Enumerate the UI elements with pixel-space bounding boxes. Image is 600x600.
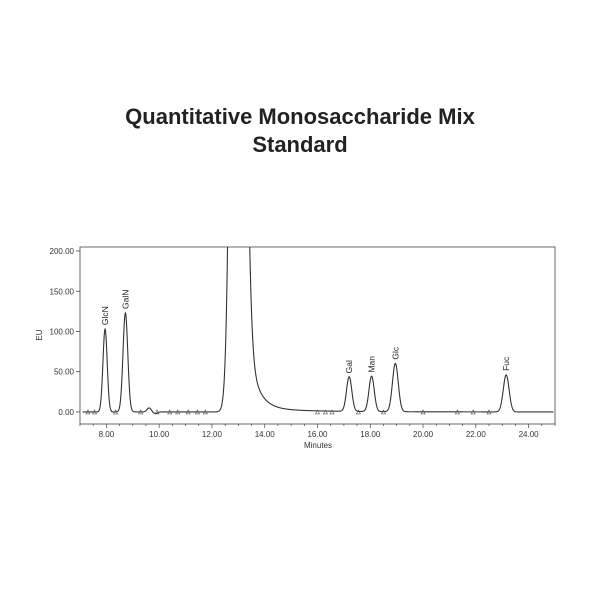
x-tick-label: 22.00	[466, 430, 487, 439]
baseline-marker	[315, 409, 320, 415]
x-axis-label: Minutes	[304, 441, 332, 450]
x-tick-label: 18.00	[360, 430, 381, 439]
peak-label: Glc	[390, 346, 400, 360]
baseline-marker	[175, 409, 181, 415]
baseline-marker	[454, 409, 460, 415]
x-tick-label: 10.00	[149, 430, 170, 439]
y-tick-label: 50.00	[54, 368, 75, 377]
chart-title-line-2: Standard	[252, 132, 348, 157]
x-tick-label: 16.00	[307, 430, 328, 439]
baseline-marker	[92, 409, 97, 415]
y-tick-label: 0.00	[58, 408, 74, 417]
chromatogram-trace	[82, 247, 554, 415]
baseline-marker	[470, 409, 476, 415]
baseline-marker	[113, 409, 119, 415]
baseline-marker	[138, 409, 144, 415]
peak-label-layer: GlcN GalN Gal Man Glc Fuc	[100, 290, 511, 374]
baseline-marker	[202, 409, 208, 415]
baseline-marker	[194, 409, 200, 415]
chart-title: Quantitative Monosaccharide Mix Standard	[0, 103, 600, 159]
y-axis-label: EU	[35, 329, 44, 340]
trace-layer	[82, 247, 554, 415]
peak-label: Fuc	[501, 356, 511, 371]
plot-frame	[79, 246, 556, 425]
x-tick-label: 24.00	[519, 430, 540, 439]
y-tick-label: 200.00	[50, 247, 75, 256]
baseline-marker	[167, 409, 173, 415]
y-tick-label: 100.00	[50, 327, 75, 336]
baseline-marker	[322, 409, 328, 415]
x-tick-label: 8.00	[99, 430, 115, 439]
peak-label: Gal	[344, 360, 354, 373]
baseline-marker	[486, 409, 492, 415]
baseline-marker	[355, 409, 361, 415]
x-tick-label: 20.00	[413, 430, 434, 439]
y-axis: 0.00 50.00 100.00 150.00 200.00	[50, 247, 80, 417]
y-tick-label: 150.00	[50, 287, 75, 296]
baseline-marker	[329, 409, 335, 415]
baseline-marker	[185, 409, 191, 415]
x-axis: 8.00 10.00 12.00 14.00 16.00 18.00 20.00 22.00 2…	[79, 424, 556, 439]
peak-label: Man	[367, 356, 377, 373]
baseline-marker	[420, 409, 426, 415]
peak-label: GalN	[120, 290, 130, 309]
baseline-marker	[380, 409, 386, 415]
x-tick-label: 12.00	[202, 430, 223, 439]
baseline-marker	[85, 409, 91, 415]
chart-title-line-1: Quantitative Monosaccharide Mix	[125, 104, 475, 129]
peak-label: GlcN	[100, 306, 110, 325]
baseline-marker	[154, 409, 160, 415]
x-tick-label: 14.00	[255, 430, 276, 439]
